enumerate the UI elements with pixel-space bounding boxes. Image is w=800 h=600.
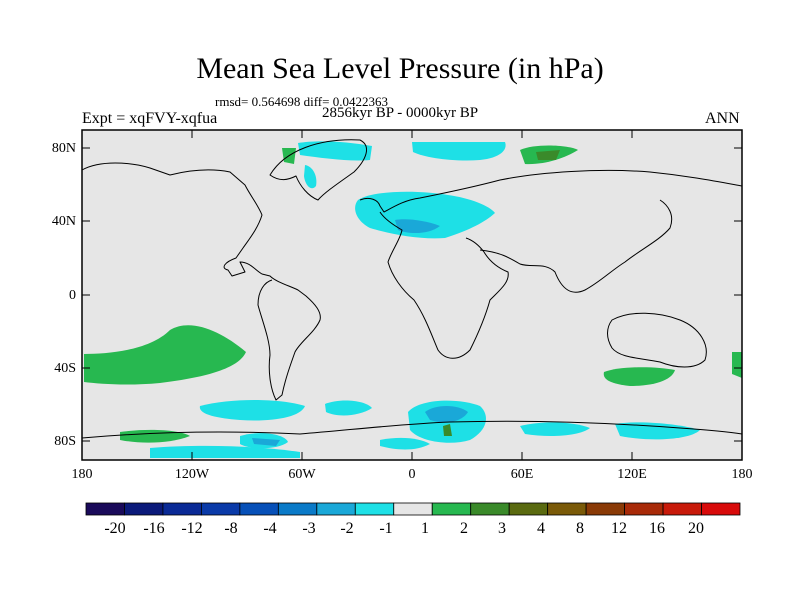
anomaly-negative-europe-core — [395, 219, 440, 234]
colorbar-swatch — [239, 502, 279, 516]
colorbar-swatch — [277, 502, 318, 516]
lon-label-60e: 60E — [510, 467, 534, 482]
colorbar-label: -8 — [224, 520, 238, 537]
map-frame — [81, 129, 743, 461]
lon-label-180w: 180 — [71, 467, 93, 482]
coastline-australia — [607, 312, 707, 368]
coastline-greenland — [269, 139, 368, 201]
colorbar-label: -3 — [302, 520, 316, 537]
coastline-americas — [81, 162, 321, 401]
colorbar-swatch — [508, 502, 549, 516]
colorbar-swatch — [547, 502, 587, 516]
colorbar-label: 12 — [611, 520, 627, 537]
colorbar-swatch — [431, 502, 472, 516]
lon-label-60w: 60W — [288, 467, 316, 482]
colorbar-swatch — [393, 502, 433, 516]
lon-label-180e: 180 — [731, 467, 753, 482]
lon-label-0: 0 — [408, 467, 416, 482]
anomaly-negative-south-atlantic-west — [199, 400, 305, 421]
colorbar-swatch — [162, 502, 202, 516]
anomaly-positive-siberia-core — [536, 150, 560, 160]
colorbar-label: -1 — [379, 520, 393, 537]
lat-label-80s: 80S — [54, 434, 76, 449]
colorbar-label: -2 — [340, 520, 354, 537]
colorbar-label: 3 — [498, 520, 506, 537]
coastline-africa — [379, 211, 509, 359]
anomaly-negative-southern-ocean-east — [520, 422, 590, 436]
colorbar-label: -4 — [263, 520, 277, 537]
coastline-eurasia-north — [359, 169, 743, 213]
colorbar-swatch — [585, 502, 625, 516]
anomaly-negative-southern-ocean-far-east — [615, 422, 700, 440]
colorbar-label: 4 — [537, 520, 545, 537]
colorbar-swatch — [124, 502, 164, 516]
lon-label-120w: 120W — [174, 467, 210, 482]
coastline-asia-south — [479, 199, 673, 293]
anomaly-patches — [84, 141, 742, 458]
lat-label-40s: 40S — [54, 361, 76, 376]
coastlines — [81, 139, 743, 439]
map-title: Mean Sea Level Pressure (in hPa) — [196, 52, 604, 85]
colorbar-label: -16 — [143, 520, 165, 537]
lon-label-120e: 120E — [617, 467, 647, 482]
anomaly-positive-south-indian — [603, 367, 675, 386]
anomaly-negative-antarctic-west-core — [252, 438, 280, 446]
anomaly-positive-antarctic-spot — [443, 424, 452, 436]
anomaly-positive-south-pacific — [84, 325, 246, 385]
stats-text: rmsd= 0.564698 diff= 0.0422363 — [215, 94, 388, 109]
lat-label-80n: 80N — [51, 141, 76, 156]
colorbar-swatch — [201, 502, 241, 516]
anomaly-negative-south-atlantic — [325, 400, 372, 416]
colorbar-label: 2 — [460, 520, 468, 537]
anomaly-negative-arctic-europe — [412, 142, 506, 161]
anomaly-positive-east-edge — [732, 352, 742, 378]
season-label: ANN — [705, 110, 740, 127]
colorbar-label: -20 — [104, 520, 126, 537]
colorbar-label: 20 — [688, 520, 704, 537]
colorbar-label: 16 — [649, 520, 665, 537]
colorbar-label: 8 — [576, 520, 584, 537]
colorbar-swatch — [624, 502, 664, 516]
coastline-antarctica — [81, 420, 743, 439]
colorbar-swatch — [470, 502, 510, 516]
period-text: 2856kyr BP - 0000kyr BP — [322, 105, 479, 121]
colorbar-label: 1 — [421, 520, 429, 537]
colorbar-label: -12 — [181, 520, 203, 537]
anomaly-negative-greenland — [298, 141, 372, 161]
map-background — [82, 130, 742, 460]
anomaly-negative-greenland-east — [304, 165, 317, 189]
lat-label-40n: 40N — [51, 214, 76, 229]
colorbar-swatch — [662, 502, 702, 516]
lat-label-0: 0 — [69, 288, 76, 303]
colorbar — [85, 502, 741, 516]
colorbar-swatch — [354, 502, 395, 516]
colorbar-swatch — [701, 502, 741, 516]
colorbar-swatch — [85, 502, 125, 516]
anomaly-negative-europe — [355, 191, 495, 239]
colorbar-swatch — [316, 502, 356, 516]
anomaly-negative-south-africa-core — [425, 406, 468, 423]
anomaly-negative-antarctic-central — [380, 437, 430, 450]
axis-ticks — [82, 130, 742, 460]
experiment-label: Expt = xqFVY-xqfua — [82, 110, 218, 127]
anomaly-negative-antarctic-coast — [150, 445, 300, 458]
